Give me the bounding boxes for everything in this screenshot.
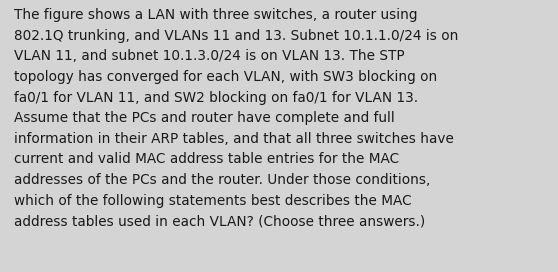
- Text: The figure shows a LAN with three switches, a router using
802.1Q trunking, and : The figure shows a LAN with three switch…: [14, 8, 458, 228]
